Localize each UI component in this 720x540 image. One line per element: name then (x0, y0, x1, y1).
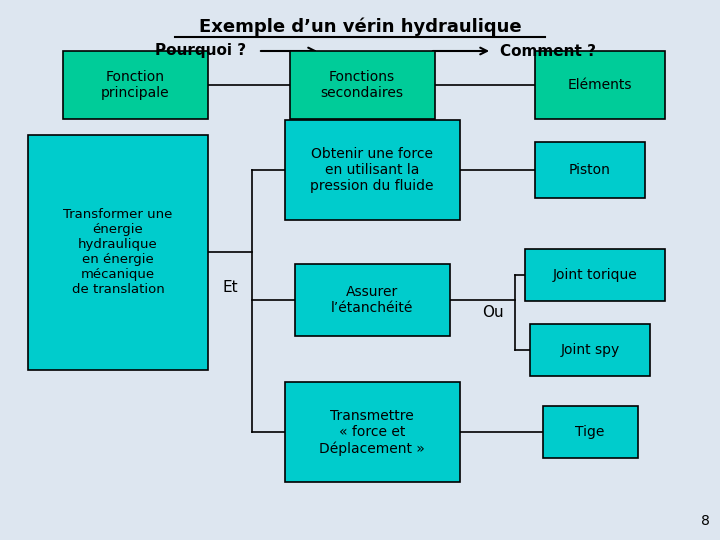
Bar (542, 406, 637, 458)
Bar (525, 249, 665, 301)
Text: Eléments: Eléments (568, 78, 632, 92)
Text: Piston: Piston (569, 163, 611, 177)
Text: Pourquoi ?: Pourquoi ? (155, 44, 246, 58)
Text: Et: Et (222, 280, 238, 295)
Text: Joint torique: Joint torique (553, 268, 637, 282)
Text: Assurer
l’étanchéité: Assurer l’étanchéité (330, 285, 413, 315)
Text: Comment ?: Comment ? (500, 44, 596, 58)
Text: 8: 8 (701, 514, 710, 528)
Text: Transmettre
« force et
Déplacement »: Transmettre « force et Déplacement » (319, 408, 425, 456)
Text: Fonction
principale: Fonction principale (101, 70, 169, 100)
Text: Transformer une
énergie
hydraulique
en énergie
mécanique
de translation: Transformer une énergie hydraulique en é… (63, 208, 173, 296)
Text: Ou: Ou (482, 305, 504, 320)
Bar (535, 142, 645, 198)
Bar (284, 382, 459, 482)
Text: Exemple d’un vérin hydraulique: Exemple d’un vérin hydraulique (199, 18, 521, 36)
Bar (63, 51, 207, 119)
Bar (294, 264, 449, 336)
Text: Tige: Tige (575, 425, 605, 439)
Text: Joint spy: Joint spy (560, 343, 620, 357)
Text: Fonctions
secondaires: Fonctions secondaires (320, 70, 403, 100)
Bar (284, 120, 459, 220)
Bar (28, 134, 208, 369)
Bar (289, 51, 434, 119)
Bar (535, 51, 665, 119)
Text: Obtenir une force
en utilisant la
pression du fluide: Obtenir une force en utilisant la pressi… (310, 147, 433, 193)
Bar (530, 324, 650, 376)
